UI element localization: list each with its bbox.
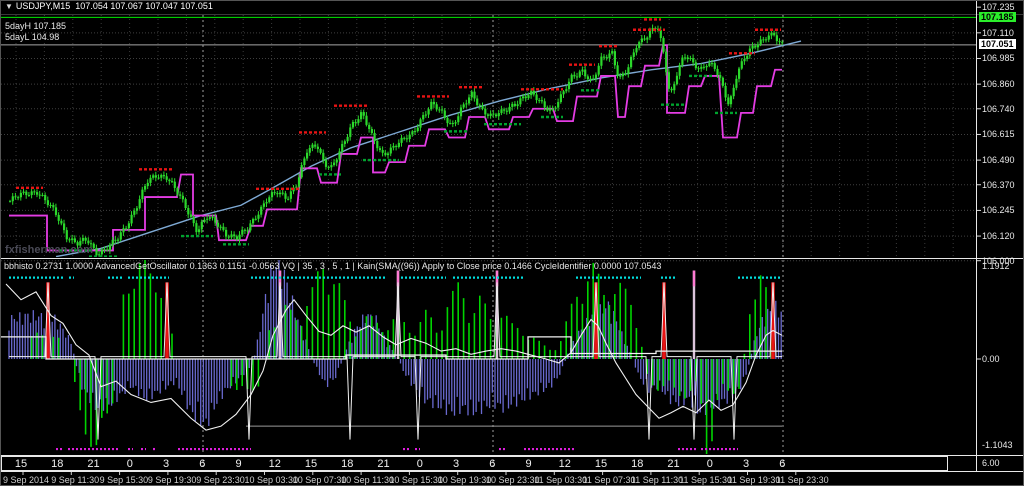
time-label: 11 Sep 15:30 [679, 475, 733, 485]
hour-label: 21 [87, 458, 100, 470]
hour-label: 3 [452, 458, 460, 470]
hour-label: 12 [558, 458, 571, 470]
indicator-legend: 5dayH 107.185 5dayL 104.98 [5, 21, 66, 43]
time-label: 11 Sep 23:30 [775, 475, 829, 485]
hour-label: 18 [341, 458, 354, 470]
price-tick-label: 106.740 [982, 103, 1015, 114]
hour-label: 6 [779, 458, 786, 470]
hour-label: 18 [51, 458, 64, 470]
time-label: 9 Sep 15:30 [99, 475, 149, 485]
oscillator-max-label: 1.1912 [982, 260, 1010, 271]
hour-label: 6 [489, 458, 496, 470]
price-tick-label: 107.235 [982, 2, 1015, 13]
hour-label: 6 [199, 458, 206, 470]
hour-label: 15 [14, 458, 28, 470]
price-tick-label: 106.370 [982, 179, 1015, 190]
price-tick-label: 106.120 [982, 231, 1015, 242]
time-label: 11 Sep 11:30 [630, 475, 684, 485]
hour-label: 12 [268, 458, 281, 470]
chart-symbol-period: USDJPY,M15 [15, 1, 71, 11]
time-label: 11 Sep 19:30 [727, 475, 781, 485]
hour-label: 0 [416, 458, 423, 470]
legend-5day-high: 5dayH 107.185 [5, 21, 67, 31]
hour-label: 3 [162, 458, 170, 470]
time-label: 9 Sep 2014 [3, 475, 50, 485]
oscillator-zero-label: 0.00 [982, 354, 1000, 364]
time-label: 11 Sep 03:30 [534, 475, 588, 485]
time-label: 11 Sep 07:30 [582, 475, 636, 485]
price-special-label: 107.051 [979, 39, 1016, 50]
main-chart-panel [1, 16, 976, 257]
fractal-markers [16, 18, 781, 257]
time-label: 10 Sep 11:30 [341, 475, 394, 485]
hour-label: 21 [377, 458, 390, 470]
time-label: 10 Sep 03:30 [244, 475, 299, 485]
price-special-label: 107.185 [979, 11, 1016, 22]
oscillator-panel [1, 260, 783, 454]
legend-5day-low: 5dayL 104.98 [5, 32, 60, 42]
price-tick-label: 106.985 [982, 53, 1015, 64]
candles-series [9, 24, 784, 257]
window-frame [1, 1, 1023, 475]
oscillator-header: bbhisto 0.2731 1.0000 AdvancedGetOscilla… [4, 261, 662, 271]
time-label: 10 Sep 23:30 [486, 475, 540, 485]
hour-label: 21 [667, 458, 680, 470]
hour-label: 0 [706, 458, 713, 470]
chart-title-bar[interactable]: ▼ USDJPY,M15 107.054 107.067 107.047 107.… [1, 1, 976, 14]
hour-label: 9 [235, 458, 242, 470]
price-tick-label: 106.245 [982, 205, 1015, 216]
time-label: 10 Sep 15:30 [389, 475, 443, 485]
price-tick-label: 106.000 [982, 255, 1015, 266]
time-label: 9 Sep 23:30 [196, 475, 245, 485]
price-tick-label: 106.615 [982, 129, 1015, 140]
time-label: 10 Sep 07:30 [292, 475, 347, 485]
price-tick-label: 107.110 [982, 27, 1014, 38]
hour-label: 15 [594, 458, 608, 470]
chart-dropdown-icon[interactable]: ▼ [5, 2, 13, 11]
hour-label: 9 [525, 458, 532, 470]
time-label: 9 Sep 19:30 [147, 475, 197, 485]
hour-window-value-label: 6.00 [982, 458, 1000, 468]
grid-lines [1, 6, 976, 470]
hour-label: 18 [631, 458, 644, 470]
watermark: fxfisherman.com [5, 244, 94, 256]
price-tick-label: 106.860 [982, 79, 1015, 90]
time-label: 9 Sep 11:30 [51, 475, 100, 485]
chart-ohlc-values: 107.054 107.067 107.047 107.051 [75, 1, 213, 11]
time-label: 10 Sep 19:30 [437, 475, 492, 485]
hour-label: 3 [742, 458, 750, 470]
price-tick-label: 106.490 [982, 155, 1015, 166]
hour-label: 0 [126, 458, 133, 470]
oscillator-min-label: -1.1043 [982, 440, 1013, 451]
hour-label: 15 [304, 458, 318, 470]
